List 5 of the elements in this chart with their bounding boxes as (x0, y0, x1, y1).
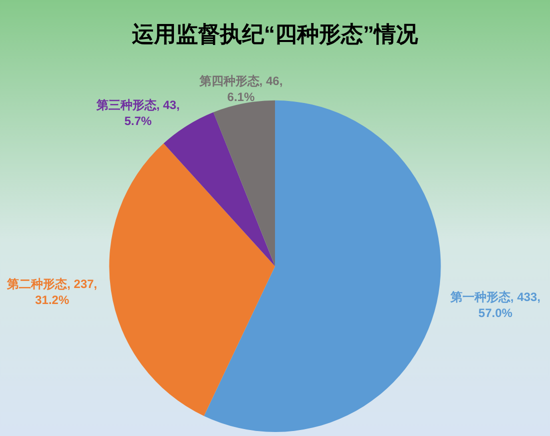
slice-label: 第四种形态, 46, 6.1% (198, 74, 283, 104)
slice-label: 第二种形态, 237, 31.2% (6, 276, 98, 307)
chart-title: 运用监督执纪“四种形态”情况 (131, 21, 419, 46)
slice-label: 第三种形态, 43, 5.7% (95, 98, 180, 128)
slice-label: 第一种形态, 433, 57.0% (449, 290, 540, 320)
